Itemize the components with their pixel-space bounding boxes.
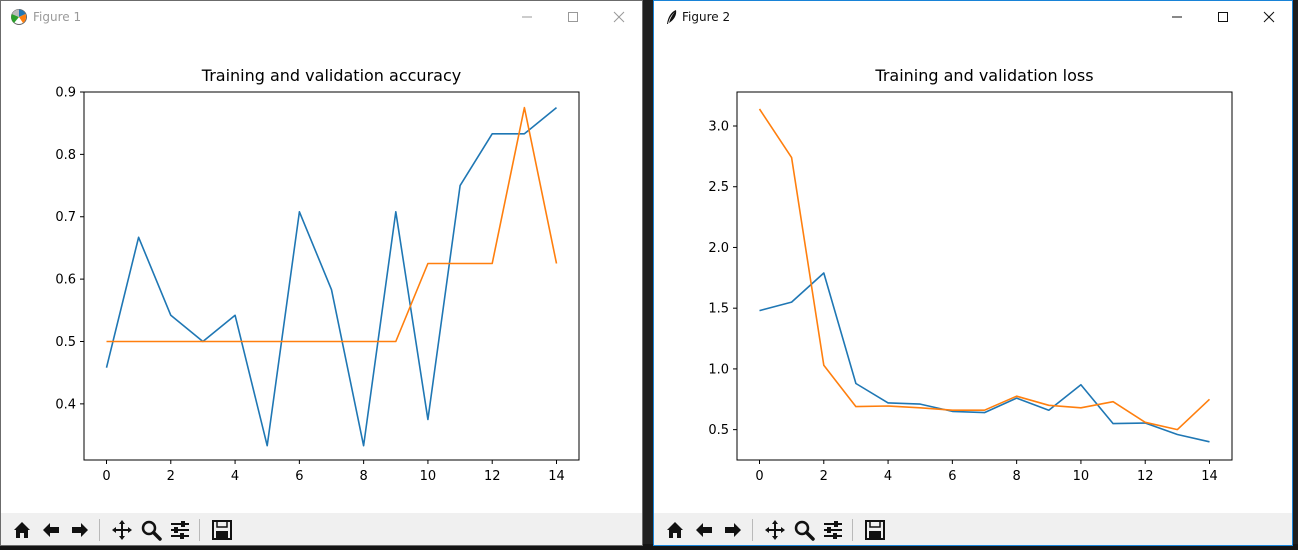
title-bar[interactable]: Figure 1: [1, 1, 642, 33]
home-icon: [667, 522, 683, 538]
minimize-icon: [1172, 16, 1182, 18]
window-title: Figure 2: [682, 10, 731, 24]
back-arrow-icon: [696, 523, 712, 537]
zoom-button[interactable]: [138, 517, 164, 543]
plot-frame: [83, 91, 580, 461]
toolbar-separator: [99, 519, 100, 541]
y-tick-label: 1.0: [708, 362, 729, 377]
x-tick-label: 6: [295, 469, 303, 484]
x-tick-label: 2: [820, 469, 828, 484]
save-button[interactable]: [209, 517, 235, 543]
x-tick-label: 12: [1137, 469, 1154, 484]
minimize-button[interactable]: [1154, 1, 1200, 33]
y-tick-label: 2.0: [708, 241, 729, 256]
minimize-icon: [522, 16, 532, 18]
tk-feather-icon[interactable]: [663, 8, 681, 26]
maximize-button[interactable]: [550, 1, 596, 33]
series-2-line: [106, 106, 558, 343]
save-icon: [212, 520, 232, 540]
desktop-gap: [643, 0, 654, 550]
save-button[interactable]: [862, 517, 888, 543]
minimize-button[interactable]: [504, 1, 550, 33]
y-tick-label: 0.8: [55, 148, 76, 163]
configure-subplots-button[interactable]: [167, 517, 193, 543]
y-tick-label: 2.5: [708, 180, 729, 195]
chart-title: Training and validation loss: [874, 66, 1093, 85]
x-tick-label: 12: [484, 469, 501, 484]
x-tick-label: 14: [548, 469, 565, 484]
window-title: Figure 1: [33, 10, 82, 24]
y-tick-label: 3.0: [708, 120, 729, 135]
plot-frame: [736, 91, 1233, 461]
pan-icon: [765, 520, 785, 540]
save-icon: [865, 520, 885, 540]
y-tick-label: 1.5: [708, 302, 729, 317]
configure-subplots-button[interactable]: [820, 517, 846, 543]
maximize-icon: [1218, 12, 1228, 22]
navigation-toolbar: [654, 513, 1292, 545]
back-arrow-button[interactable]: [38, 517, 64, 543]
y-tick-label: 0.6: [55, 273, 76, 288]
x-tick-label: 8: [360, 469, 368, 484]
zoom-icon: [141, 520, 162, 541]
home-icon: [14, 522, 30, 538]
forward-arrow-button[interactable]: [67, 517, 93, 543]
zoom-button[interactable]: [791, 517, 817, 543]
x-tick-label: 0: [755, 469, 763, 484]
toolbar-separator: [852, 519, 853, 541]
close-icon: [613, 11, 625, 23]
series-1-line: [759, 272, 1210, 443]
x-tick-label: 4: [884, 469, 892, 484]
matplotlib-icon[interactable]: [10, 8, 28, 26]
y-tick-label: 0.5: [708, 423, 729, 438]
x-tick-label: 2: [167, 469, 175, 484]
toolbar-separator: [752, 519, 753, 541]
y-tick-label: 0.5: [55, 335, 76, 350]
toolbar-separator: [199, 519, 200, 541]
pan-icon: [112, 520, 132, 540]
forward-arrow-button[interactable]: [720, 517, 746, 543]
back-arrow-button[interactable]: [691, 517, 717, 543]
forward-arrow-icon: [725, 523, 741, 537]
accuracy-chart[interactable]: Training and validation accuracy 0 2 4 6 8 10 1…: [1, 33, 642, 513]
x-tick-label: 10: [1073, 469, 1090, 484]
maximize-button[interactable]: [1200, 1, 1246, 33]
x-tick-label: 10: [420, 469, 437, 484]
y-tick-label: 0.7: [55, 210, 76, 225]
configure-subplots-icon: [824, 521, 842, 539]
x-tick-label: 4: [231, 469, 239, 484]
pan-button[interactable]: [109, 517, 135, 543]
home-button[interactable]: [662, 517, 688, 543]
series-2-line: [758, 108, 1211, 431]
title-bar[interactable]: Figure 2: [654, 1, 1292, 33]
close-icon: [1263, 11, 1275, 23]
figure-1-window: Figure 1 Training and validation accurac…: [0, 0, 643, 546]
back-arrow-icon: [43, 523, 59, 537]
terminal-background: [0, 544, 1298, 550]
y-tick-label: 0.4: [55, 397, 76, 412]
configure-subplots-icon: [171, 521, 189, 539]
home-button[interactable]: [9, 517, 35, 543]
x-tick-label: 6: [948, 469, 956, 484]
maximize-icon: [568, 12, 578, 22]
x-tick-label: 8: [1013, 469, 1021, 484]
series-1-line: [105, 106, 558, 447]
close-button[interactable]: [1246, 1, 1292, 33]
pan-button[interactable]: [762, 517, 788, 543]
figure-2-window: Figure 2 Training and validation loss 0 2 4…: [653, 0, 1293, 546]
zoom-icon: [794, 520, 815, 541]
chart-title: Training and validation accuracy: [201, 66, 461, 85]
y-tick-label: 0.9: [55, 86, 76, 101]
navigation-toolbar: [1, 513, 642, 545]
x-tick-label: 0: [102, 469, 110, 484]
loss-chart[interactable]: Training and validation loss 0 2 4 6 8 10 12 14 0…: [654, 33, 1293, 513]
x-tick-label: 14: [1201, 469, 1218, 484]
forward-arrow-icon: [72, 523, 88, 537]
close-button[interactable]: [596, 1, 642, 33]
